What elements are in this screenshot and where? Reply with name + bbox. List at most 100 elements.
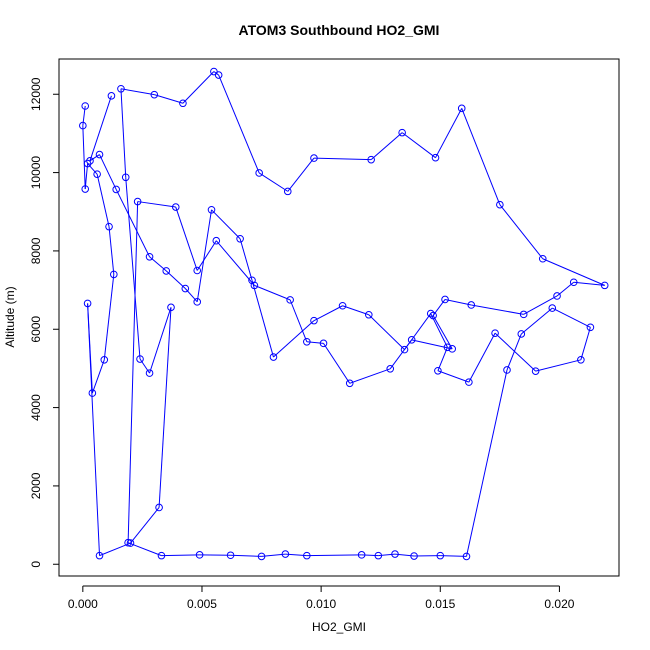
data-point bbox=[117, 84, 125, 93]
data-point bbox=[503, 366, 511, 374]
data-point bbox=[155, 503, 163, 512]
data-point bbox=[441, 295, 449, 304]
x-tick-label: 0.000 bbox=[68, 597, 98, 611]
series-segment bbox=[125, 177, 141, 360]
series-segment bbox=[313, 157, 372, 161]
series-segment bbox=[127, 201, 139, 543]
data-point bbox=[179, 99, 187, 108]
data-point bbox=[214, 71, 223, 79]
data-point bbox=[81, 185, 90, 193]
series-segment bbox=[404, 313, 432, 350]
y-tick-label: 6000 bbox=[29, 316, 43, 343]
data-point bbox=[600, 281, 609, 290]
series-segment bbox=[87, 303, 101, 556]
y-tick-label: 12000 bbox=[29, 77, 43, 111]
data-point bbox=[171, 203, 180, 211]
x-tick-label: 0.010 bbox=[306, 597, 336, 611]
data-point bbox=[136, 355, 144, 363]
data-point bbox=[193, 298, 202, 306]
data-point bbox=[386, 365, 395, 373]
series-segment bbox=[161, 554, 200, 557]
y-tick-label: 0 bbox=[29, 561, 43, 568]
data-point bbox=[121, 173, 130, 182]
data-point bbox=[193, 266, 202, 275]
series-segment bbox=[91, 359, 105, 394]
series-segment bbox=[342, 305, 369, 316]
series-segment bbox=[130, 507, 160, 544]
data-point bbox=[210, 67, 218, 76]
data-point bbox=[86, 157, 94, 165]
y-axis-label: Altitude (m) bbox=[3, 286, 17, 347]
series-segment bbox=[378, 553, 396, 557]
data-point bbox=[105, 222, 113, 231]
series-segment bbox=[120, 88, 155, 96]
data-point bbox=[283, 187, 292, 196]
x-tick-label: 0.005 bbox=[187, 597, 217, 611]
data-point bbox=[538, 254, 547, 263]
data-point bbox=[95, 551, 104, 560]
data-point bbox=[133, 197, 142, 206]
series-segment bbox=[573, 281, 605, 286]
series-segment bbox=[196, 209, 213, 302]
data-point bbox=[212, 236, 221, 245]
series-segment bbox=[523, 295, 558, 315]
series-segment bbox=[218, 74, 260, 174]
series-segment bbox=[87, 163, 98, 175]
series-segment bbox=[461, 108, 501, 205]
data-point bbox=[100, 356, 109, 364]
plot-frame bbox=[58, 58, 620, 577]
data-point bbox=[357, 551, 366, 559]
data-point bbox=[338, 301, 347, 310]
data-point bbox=[150, 90, 159, 99]
data-point bbox=[391, 550, 399, 558]
series-segment bbox=[99, 154, 117, 190]
data-point bbox=[367, 155, 375, 164]
data-point bbox=[569, 278, 578, 287]
data-point bbox=[553, 292, 561, 300]
series-layer bbox=[79, 67, 609, 561]
series-segment bbox=[84, 163, 89, 190]
series-segment bbox=[261, 553, 286, 557]
series-segment bbox=[323, 343, 351, 384]
data-point bbox=[157, 551, 166, 560]
series-segment bbox=[82, 125, 86, 190]
series-segment bbox=[361, 554, 379, 557]
data-point bbox=[112, 185, 120, 194]
series-segment bbox=[287, 157, 315, 192]
data-point bbox=[398, 128, 406, 137]
series-segment bbox=[184, 288, 198, 303]
data-point bbox=[448, 345, 456, 353]
data-point bbox=[145, 369, 154, 377]
series-segment bbox=[103, 274, 115, 360]
data-point bbox=[310, 154, 318, 162]
data-point bbox=[281, 550, 290, 558]
data-point bbox=[410, 552, 418, 560]
data-point bbox=[162, 267, 171, 275]
data-point bbox=[83, 299, 92, 308]
data-point bbox=[467, 301, 476, 309]
x-tick-label: 0.015 bbox=[425, 597, 455, 611]
series-segment bbox=[471, 304, 524, 315]
series-segment bbox=[552, 307, 591, 328]
series-segment bbox=[115, 189, 151, 258]
x-axis-label: HO2_GMI bbox=[312, 620, 366, 634]
data-point bbox=[226, 551, 235, 560]
data-point bbox=[345, 379, 354, 388]
data-point bbox=[107, 92, 116, 100]
series-segment bbox=[89, 95, 112, 161]
series-segment bbox=[349, 368, 391, 384]
data-point bbox=[95, 150, 104, 159]
series-segment bbox=[370, 132, 403, 161]
series-segment bbox=[251, 280, 274, 358]
data-point bbox=[491, 329, 499, 337]
data-point bbox=[436, 551, 445, 560]
data-point bbox=[88, 389, 97, 397]
y-tick-label: 4000 bbox=[29, 394, 43, 421]
data-point bbox=[462, 552, 471, 561]
data-point bbox=[236, 234, 244, 243]
series-segment bbox=[258, 172, 289, 192]
data-point bbox=[548, 304, 557, 312]
series-segment bbox=[254, 284, 291, 301]
series-segment bbox=[239, 238, 253, 281]
data-point bbox=[531, 367, 540, 375]
